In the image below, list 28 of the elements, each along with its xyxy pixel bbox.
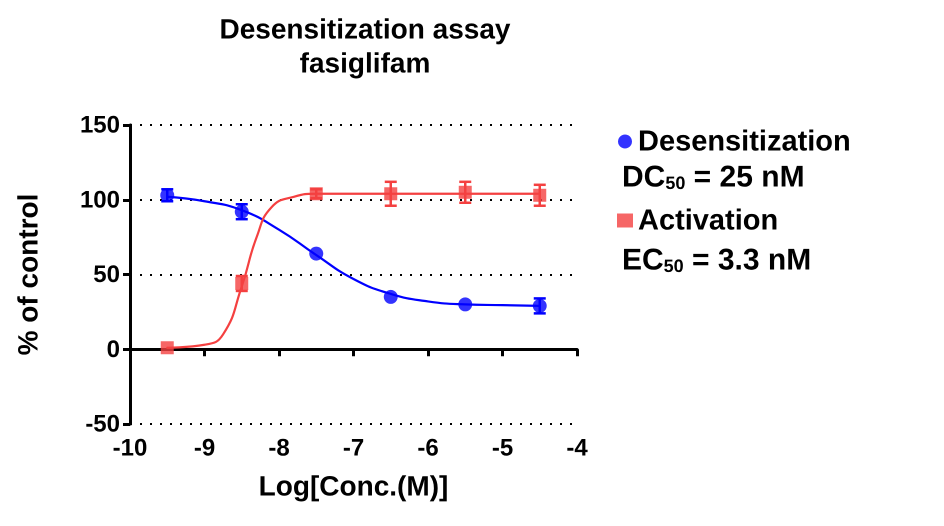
y-tick-label: -50 — [85, 410, 120, 438]
x-tick-label: -8 — [268, 434, 290, 462]
point — [533, 188, 546, 202]
x-axis-title: Log[Conc.(M)] — [258, 470, 448, 502]
point — [458, 297, 472, 312]
y-tick-label: 0 — [106, 336, 120, 363]
x-tick-label: -4 — [566, 434, 588, 462]
point — [458, 186, 472, 199]
text: EC50 = 3.3 nM — [622, 244, 812, 276]
x-tick-label: -7 — [342, 434, 364, 462]
x-tick-label: -5 — [492, 434, 514, 462]
legend-label: Desensitization — [638, 126, 851, 158]
point — [235, 276, 248, 290]
text: DC50 = 25 nM — [622, 160, 805, 194]
point — [160, 341, 174, 354]
chart-subtitle: fasiglifam — [300, 48, 430, 78]
y-tick-label: 150 — [80, 112, 120, 138]
y-axis-title: % of control — [12, 194, 44, 356]
legend-label: Activation — [638, 204, 778, 236]
point — [384, 290, 398, 304]
x-tick-label: -6 — [417, 434, 439, 462]
chart-title: Desensitization assay — [219, 14, 511, 44]
x-tick-label: -10 — [112, 434, 148, 462]
y-tick-label: 100 — [80, 186, 120, 214]
point — [309, 246, 324, 261]
y-tick-label: 50 — [93, 261, 120, 288]
x-tick-label: -9 — [194, 434, 216, 462]
point — [384, 187, 398, 200]
